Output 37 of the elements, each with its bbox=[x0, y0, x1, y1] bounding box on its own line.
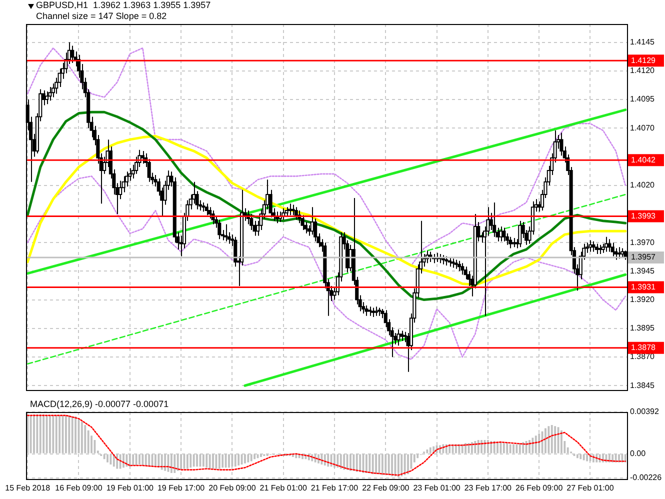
y-tick-label: 1.3945 bbox=[630, 266, 656, 276]
ref-line-label: 1.3957 bbox=[631, 252, 656, 262]
y-tick-label: 0.00392 bbox=[630, 407, 660, 416]
y-tick-label: 1.4070 bbox=[630, 123, 656, 132]
y-tick-label: 0.00 bbox=[630, 449, 646, 458]
y-tick-label: 1.4145 bbox=[630, 38, 656, 47]
x-tick-label: 20 Feb 09:00 bbox=[208, 483, 256, 492]
x-tick-label: 21 Feb 17:00 bbox=[310, 483, 359, 492]
x-tick-label: 19 Feb 17:00 bbox=[157, 483, 206, 492]
y-tick-label: 1.3920 bbox=[630, 294, 656, 304]
x-tick-label: 22 Feb 09:00 bbox=[362, 483, 410, 492]
y-tick-label: 1.3845 bbox=[630, 380, 656, 390]
y-tick-label: -0.00226 bbox=[630, 473, 662, 482]
ref-line-label: 1.4129 bbox=[631, 56, 656, 65]
chart-title: GBPUSD,H1 1.3962 1.3963 1.3955 1.3957 bbox=[36, 0, 211, 10]
x-tick-label: 19 Feb 01:00 bbox=[106, 483, 154, 492]
y-tick-label: 1.3970 bbox=[630, 238, 656, 247]
ref-line-label: 1.3931 bbox=[631, 282, 656, 292]
y-tick-label: 1.4020 bbox=[630, 180, 656, 190]
y-tick-label: 1.3895 bbox=[630, 324, 656, 333]
x-tick-label: 23 Feb 17:00 bbox=[464, 483, 512, 492]
x-tick-label: 21 Feb 01:00 bbox=[260, 483, 308, 492]
x-tick-label: 23 Feb 01:00 bbox=[413, 483, 461, 492]
line-series bbox=[26, 47, 626, 266]
y-tick-label: 1.4120 bbox=[630, 66, 656, 76]
x-tick-label: 27 Feb 01:00 bbox=[566, 483, 614, 492]
ref-line-label: 1.4042 bbox=[631, 155, 656, 164]
chart-title: MACD(12,26,9) -0.00077 -0.00071 bbox=[30, 398, 169, 409]
x-tick-label: 26 Feb 09:00 bbox=[516, 483, 564, 492]
x-tick-label: 15 Feb 2018 bbox=[5, 483, 51, 492]
y-tick-label: 1.4095 bbox=[630, 94, 656, 104]
text: Channel size = 147 Slope = 0.82 bbox=[36, 10, 167, 21]
x-tick-label: 16 Feb 09:00 bbox=[55, 483, 103, 492]
line-series bbox=[26, 414, 626, 476]
y-tick-label: 1.3870 bbox=[630, 352, 656, 362]
ref-line-label: 1.3878 bbox=[631, 343, 656, 352]
ref-line-label: 1.3993 bbox=[631, 211, 656, 220]
